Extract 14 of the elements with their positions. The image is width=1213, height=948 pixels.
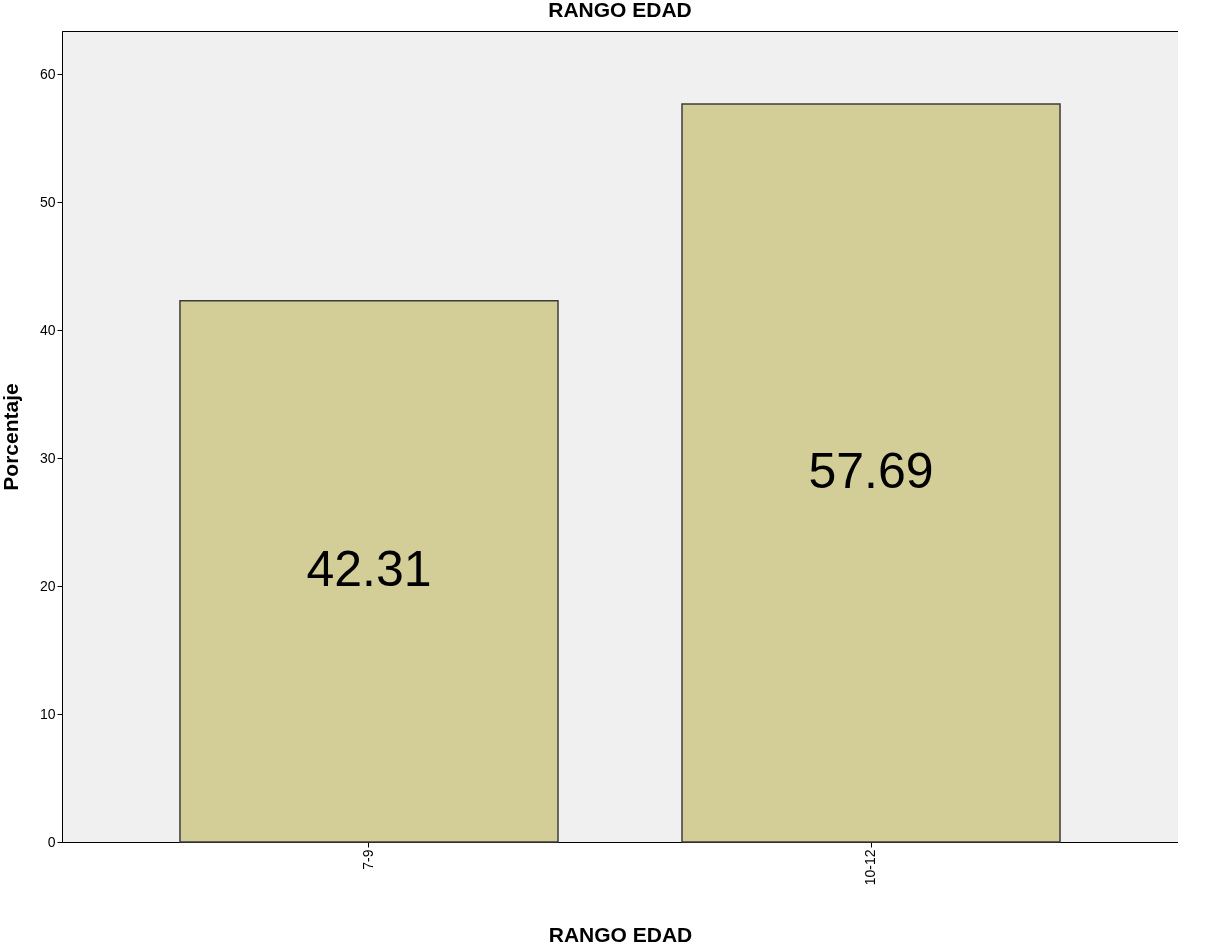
y-tick-label: 30 <box>39 449 56 466</box>
data-label: 57.69 <box>808 443 934 500</box>
x-tick-label: 7-9 <box>359 849 376 870</box>
y-tick-label: 50 <box>39 193 56 210</box>
x-tick-label: 10-12 <box>862 849 879 886</box>
y-tick-label: 10 <box>39 705 56 722</box>
y-tick-label: 0 <box>47 833 56 850</box>
chart-title: RANGO EDAD <box>548 0 692 21</box>
x-axis-title: RANGO EDAD <box>548 923 693 947</box>
y-axis-title: Porcentaje <box>0 383 22 491</box>
data-label: 42.31 <box>306 541 432 598</box>
y-tick-label: 60 <box>39 65 56 82</box>
y-tick-label: 20 <box>39 577 56 594</box>
y-tick-label: 40 <box>39 321 56 338</box>
